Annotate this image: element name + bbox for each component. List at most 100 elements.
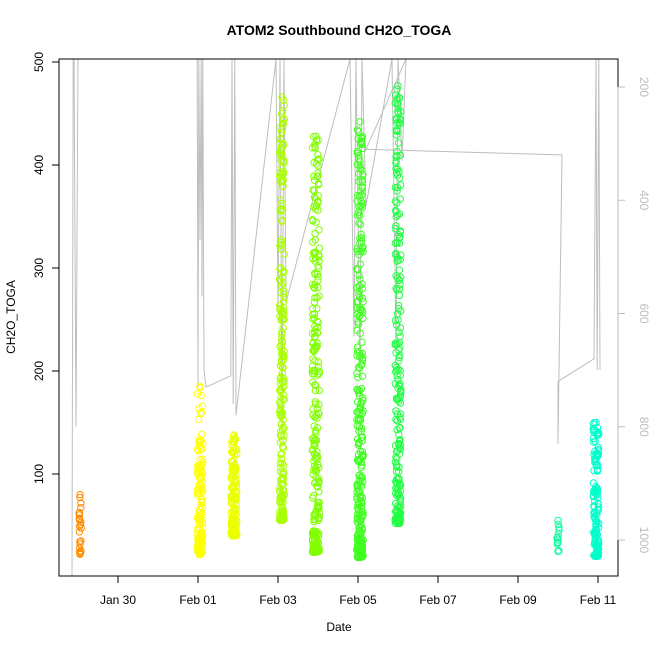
data-point (357, 384, 366, 393)
data-point (315, 292, 323, 300)
data-point (594, 499, 602, 507)
data-point (77, 537, 85, 545)
data-point (555, 526, 563, 534)
data-point (355, 271, 363, 280)
data-point (277, 171, 285, 179)
data-point (394, 104, 402, 113)
data-point (395, 305, 403, 313)
data-point (232, 483, 240, 492)
data-point (310, 529, 319, 538)
data-point (357, 201, 365, 209)
altitude-trace-line (71, 58, 601, 577)
data-point (277, 455, 286, 463)
data-point (276, 468, 285, 476)
data-point (396, 116, 404, 124)
data-point (554, 516, 562, 525)
data-point (278, 199, 286, 208)
data-point (279, 268, 288, 277)
data-point (198, 532, 207, 540)
data-point (395, 210, 404, 218)
data-point (310, 186, 318, 195)
data-point (310, 516, 318, 524)
data-point (314, 323, 322, 331)
data-point (277, 144, 285, 152)
data-point (392, 157, 400, 165)
data-point (277, 479, 285, 487)
data-point (312, 426, 320, 435)
data-point (313, 405, 321, 413)
data-point (358, 372, 367, 380)
data-point (311, 357, 319, 365)
data-point (278, 459, 286, 467)
data-point (356, 353, 364, 361)
data-point (353, 191, 362, 200)
data-point (278, 216, 287, 225)
data-point (312, 540, 320, 549)
data-point (395, 381, 403, 389)
data-point (196, 550, 204, 558)
data-point (358, 176, 366, 184)
data-point (311, 386, 320, 395)
data-point (594, 523, 603, 532)
data-point (280, 491, 288, 499)
data-point (554, 547, 562, 555)
data-point (196, 506, 204, 514)
data-point (358, 512, 367, 521)
data-point (354, 373, 362, 381)
y-tick-label: 500 (32, 52, 46, 72)
data-point (278, 310, 286, 319)
data-point (593, 486, 602, 494)
data-point (233, 518, 241, 526)
data-point (394, 127, 402, 136)
data-point (591, 534, 600, 542)
data-point (276, 410, 284, 418)
data-point (280, 287, 288, 296)
data-point (356, 329, 364, 337)
data-point (393, 253, 401, 261)
data-point (309, 315, 317, 323)
data-point (313, 342, 321, 350)
data-point (355, 427, 363, 436)
data-point (278, 516, 286, 525)
data-point (396, 393, 404, 401)
data-point (395, 382, 404, 390)
data-point (198, 497, 206, 506)
data-point (277, 386, 286, 394)
data-point (394, 316, 402, 324)
data-point (308, 305, 317, 313)
data-point (392, 321, 401, 329)
data-point (279, 437, 287, 445)
data-point (354, 318, 362, 326)
chart-title: ATOM2 Southbound CH2O_TOGA (227, 22, 452, 38)
data-point (353, 149, 361, 158)
data-point (394, 82, 402, 90)
data-point (227, 484, 236, 492)
data-point (310, 457, 318, 465)
data-point (312, 533, 320, 541)
data-point (396, 233, 404, 241)
data-point (279, 384, 287, 392)
data-point (314, 283, 322, 292)
data-point (592, 485, 600, 493)
data-point (356, 162, 364, 170)
data-point (278, 241, 286, 249)
data-point (314, 151, 322, 159)
data-point (311, 322, 319, 330)
data-point (233, 450, 241, 458)
data-point (356, 471, 364, 479)
data-point (314, 358, 322, 366)
data-point (356, 553, 364, 562)
data-point (592, 418, 600, 427)
data-point (594, 541, 602, 549)
data-point (278, 125, 287, 133)
data-point (308, 216, 317, 224)
data-point (232, 487, 240, 496)
data-point (197, 444, 205, 452)
x-tick-label: Feb 11 (580, 593, 617, 607)
data-point (309, 445, 317, 453)
data-point (195, 415, 203, 424)
data-point (197, 475, 205, 483)
data-point (592, 460, 600, 468)
data-point (554, 538, 562, 546)
